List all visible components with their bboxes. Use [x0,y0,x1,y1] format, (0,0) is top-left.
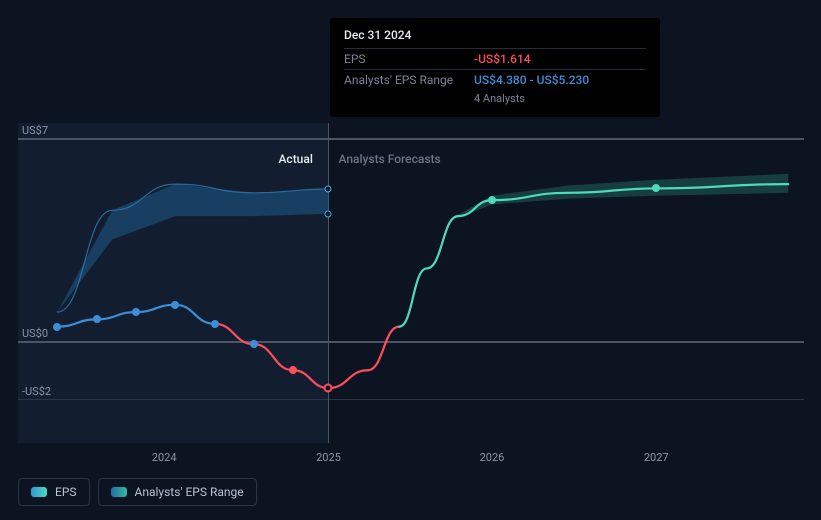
x-axis-label: 2025 [316,451,341,464]
data-point[interactable] [488,196,496,204]
data-point[interactable] [132,308,140,316]
data-point[interactable] [171,301,179,309]
data-point[interactable] [93,315,101,323]
data-point[interactable] [289,366,297,374]
range-end-marker [325,186,332,193]
actual-label: Actual [278,152,312,166]
tooltip-row: EPS-US$1.614 [344,48,646,69]
data-point[interactable] [652,184,660,192]
legend-swatch [111,487,127,497]
range-end-marker [325,210,332,217]
x-axis-label: 2024 [152,451,177,464]
legend-label: EPS [55,485,77,499]
tooltip-row-label: Analysts' EPS Range [344,73,474,87]
legend-label: Analysts' EPS Range [135,485,244,499]
data-point[interactable] [324,384,333,393]
tooltip-row-value: -US$1.614 [474,52,646,66]
data-point[interactable] [53,323,61,331]
legend: EPS Analysts' EPS Range [18,478,257,506]
tooltip-row-value: US$4.380 - US$5.230 [474,73,646,87]
tooltip-date: Dec 31 2024 [344,28,646,42]
plot-area: US$7US$0-US$2 Actual Analysts Forecasts [18,123,804,443]
legend-item[interactable]: Analysts' EPS Range [98,478,257,506]
data-point[interactable] [250,340,258,348]
x-axis-label: 2027 [644,451,669,464]
tooltip-analyst-count: 4 Analysts [344,92,646,105]
legend-swatch [31,487,47,497]
x-axis-label: 2026 [480,451,505,464]
tooltip-row-label: EPS [344,52,474,66]
data-tooltip: Dec 31 2024 EPS-US$1.614Analysts' EPS Ra… [330,18,660,117]
tooltip-row: Analysts' EPS RangeUS$4.380 - US$5.230 [344,69,646,90]
forecast-label: Analysts Forecasts [338,152,440,166]
legend-item[interactable]: EPS [18,478,90,506]
chart-svg [18,123,804,443]
data-point[interactable] [211,320,219,328]
